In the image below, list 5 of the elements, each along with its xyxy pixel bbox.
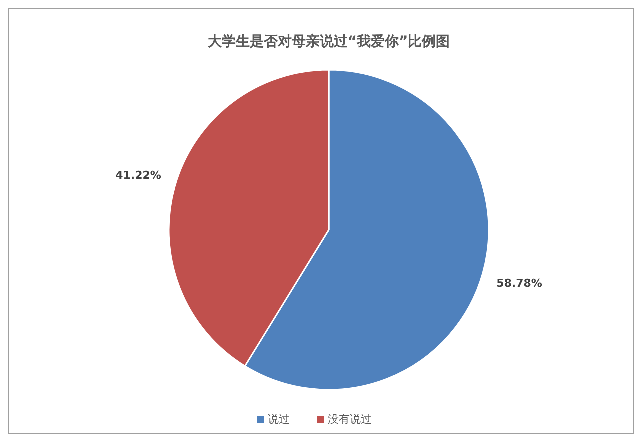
data-label: 58.78%	[496, 276, 542, 290]
legend-label: 说过	[268, 413, 290, 426]
legend-label: 没有说过	[328, 413, 372, 426]
data-label: 41.22%	[116, 169, 162, 182]
chart-title: 大学生是否对母亲说过“我爱你”比例图	[208, 33, 450, 50]
